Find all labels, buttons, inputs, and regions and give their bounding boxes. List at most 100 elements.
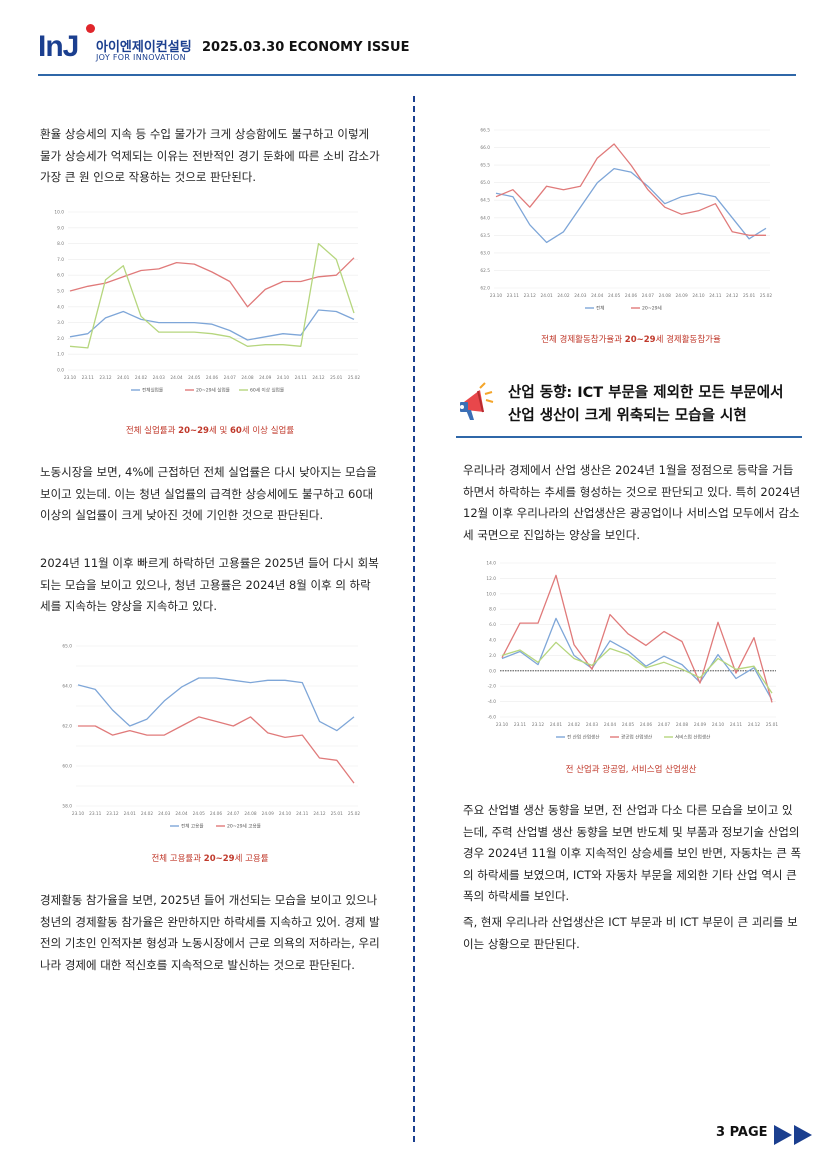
x-tick-label: 23.12 — [532, 722, 545, 728]
x-tick-label: 24.03 — [158, 811, 171, 817]
x-tick-label: 24.05 — [188, 375, 201, 381]
x-tick-label: 24.08 — [676, 722, 689, 728]
y-tick-label: 63.0 — [480, 250, 490, 256]
x-tick-label: 25.01 — [766, 722, 779, 728]
chart-employment: 58.0 60.0 62.0 64.0 65.0 23.10 23.11 23.12 24.01… — [50, 640, 362, 834]
y-tick-label: 8.0 — [57, 241, 64, 247]
series-line-3 — [501, 641, 773, 694]
x-tick-label: 24.02 — [557, 293, 570, 299]
x-tick-label: 24.09 — [262, 811, 275, 817]
y-tick-label: 1.0 — [57, 352, 64, 358]
x-tick-label: 24.08 — [659, 293, 672, 299]
series-line-2 — [501, 574, 773, 703]
x-tick-label: 24.05 — [622, 722, 635, 728]
y-tick-label: 14.0 — [486, 561, 496, 567]
x-tick-label: 24.05 — [608, 293, 621, 299]
legend-label: 서비스업 산업생산 — [675, 734, 711, 741]
x-tick-label: 24.08 — [241, 375, 254, 381]
x-tick-label: 24.07 — [227, 811, 240, 817]
paragraph-employment-rate: 2024년 11월 이후 빠르게 하락하던 고용률은 2025년 들어 다시 회… — [40, 556, 379, 613]
legend-label: 전 산업 산업생산 — [567, 734, 600, 741]
y-tick-label: 5.0 — [57, 289, 64, 295]
x-tick-label: 25.01 — [330, 375, 343, 381]
caption-employment: 전체 고용률과 20~29세 고용률 — [151, 854, 269, 864]
x-tick-label: 23.12 — [99, 375, 112, 381]
y-tick-label: 65.5 — [480, 163, 490, 169]
y-tick-label: -4.0 — [488, 699, 497, 705]
legend-label: 20~29세 — [642, 305, 662, 312]
x-tick-label: 25.02 — [348, 811, 361, 817]
company-logo-tagline: JOY FOR INNOVATION — [96, 53, 186, 62]
x-tick-label: 24.01 — [550, 722, 563, 728]
y-tick-label: 10.0 — [486, 591, 496, 597]
x-tick-label: 24.10 — [277, 375, 290, 381]
y-tick-label: 66.5 — [480, 128, 490, 134]
legend-label: 20~29세 고용률 — [227, 823, 261, 830]
x-tick-label: 24.11 — [730, 722, 743, 728]
y-tick-label: 58.0 — [62, 804, 72, 810]
x-tick-label: 23.10 — [496, 722, 509, 728]
section-title-line2: 산업 생산이 크게 위축되는 모습을 시현 — [508, 408, 747, 424]
series-line-2 — [69, 257, 355, 308]
legend-label: 20~29세 실업률 — [196, 387, 230, 394]
y-tick-label: 60.0 — [62, 764, 72, 770]
y-tick-label: 9.0 — [57, 225, 64, 231]
x-tick-label: 24.05 — [193, 811, 206, 817]
column-divider — [413, 96, 415, 1142]
x-tick-label: 24.01 — [124, 811, 137, 817]
paragraph-conclusion: 즉, 현재 우리나라 산업생산은 ICT 부문과 비 ICT 부문이 큰 괴리를… — [463, 915, 798, 951]
paragraph-price-trend: 환율 상승세의 지속 등 수입 물가가 크게 상승함에도 불구하고 이렇게 물가… — [40, 127, 380, 184]
y-tick-label: 8.0 — [489, 607, 496, 613]
x-tick-label: 24.07 — [658, 722, 671, 728]
x-tick-label: 24.11 — [709, 293, 722, 299]
section-title-line1: 산업 동향: ICT 부문을 제외한 모든 부문에서 — [508, 385, 784, 401]
caption-industrial-production: 전 산업과 광공업, 서비스업 산업생산 — [565, 765, 697, 775]
x-tick-label: 23.10 — [72, 811, 85, 817]
y-tick-label: 65.0 — [480, 180, 490, 186]
series-line-1 — [501, 617, 773, 701]
x-tick-label: 24.04 — [175, 811, 188, 817]
paragraph-industry-detail: 주요 산업별 생산 동향을 보면, 전 산업과 다소 다른 모습을 보이고 있는… — [463, 803, 802, 903]
y-tick-label: 64.5 — [480, 198, 490, 204]
paragraph-participation: 경제활동 참가율을 보면, 2025년 들어 개선되는 모습을 보이고 있으나 … — [40, 893, 380, 972]
logo-dot-icon — [86, 24, 95, 33]
y-tick-label: 0.0 — [57, 368, 64, 374]
y-tick-label: 63.5 — [480, 233, 490, 239]
y-tick-label: 62.0 — [480, 286, 490, 292]
series-line-3 — [69, 242, 355, 349]
legend-label: 광공업 산업생산 — [621, 734, 653, 741]
x-tick-label: 24.04 — [604, 722, 617, 728]
x-tick-label: 24.10 — [712, 722, 725, 728]
x-tick-label: 25.02 — [348, 375, 361, 381]
x-tick-label: 23.12 — [106, 811, 119, 817]
issue-title: 2025.03.30 ECONOMY ISSUE — [202, 40, 410, 55]
paragraph-labor-market: 노동시장을 보면, 4%에 근접하던 전체 실업률은 다시 낮아지는 모습을 보… — [40, 465, 377, 522]
caption-participation: 전체 경제활동참가율과 20~29세 경제활동참가율 — [541, 335, 721, 345]
legend-label: 전체 — [596, 305, 604, 312]
x-tick-label: 24.09 — [694, 722, 707, 728]
series-line-1 — [69, 309, 355, 341]
y-tick-label: 7.0 — [57, 257, 64, 263]
y-tick-label: 2.0 — [489, 653, 496, 659]
x-tick-label: 24.12 — [748, 722, 761, 728]
x-tick-label: 24.02 — [141, 811, 154, 817]
y-tick-label: 66.0 — [480, 145, 490, 151]
x-tick-label: 24.10 — [692, 293, 705, 299]
x-tick-label: 24.08 — [244, 811, 257, 817]
x-tick-label: 24.03 — [153, 375, 166, 381]
y-tick-label: 4.0 — [489, 638, 496, 644]
page-header: InJ 아이엔제이컨설팅 JOY FOR INNOVATION 2025.03.… — [38, 20, 798, 76]
y-tick-label: 10.0 — [54, 210, 64, 216]
x-tick-label: 23.10 — [64, 375, 77, 381]
x-tick-label: 24.06 — [625, 293, 638, 299]
x-tick-label: 24.06 — [640, 722, 653, 728]
chart-unemployment: 0.0 1.0 2.0 3.0 4.0 5.0 6.0 7.0 8.0 9.0 10.0 23.10 2… — [40, 204, 362, 400]
x-tick-label: 24.06 — [210, 811, 223, 817]
section-title: 산업 동향: ICT 부문을 제외한 모든 부문에서 산업 생산이 크게 위축되… — [508, 382, 783, 428]
x-tick-label: 23.12 — [524, 293, 537, 299]
x-tick-label: 24.04 — [591, 293, 604, 299]
x-tick-label: 24.02 — [135, 375, 148, 381]
section-header-industry: 산업 동향: ICT 부문을 제외한 모든 부문에서 산업 생산이 크게 위축되… — [456, 378, 802, 440]
x-tick-label: 23.11 — [89, 811, 102, 817]
legend-label: 전체 고용률 — [181, 823, 204, 830]
